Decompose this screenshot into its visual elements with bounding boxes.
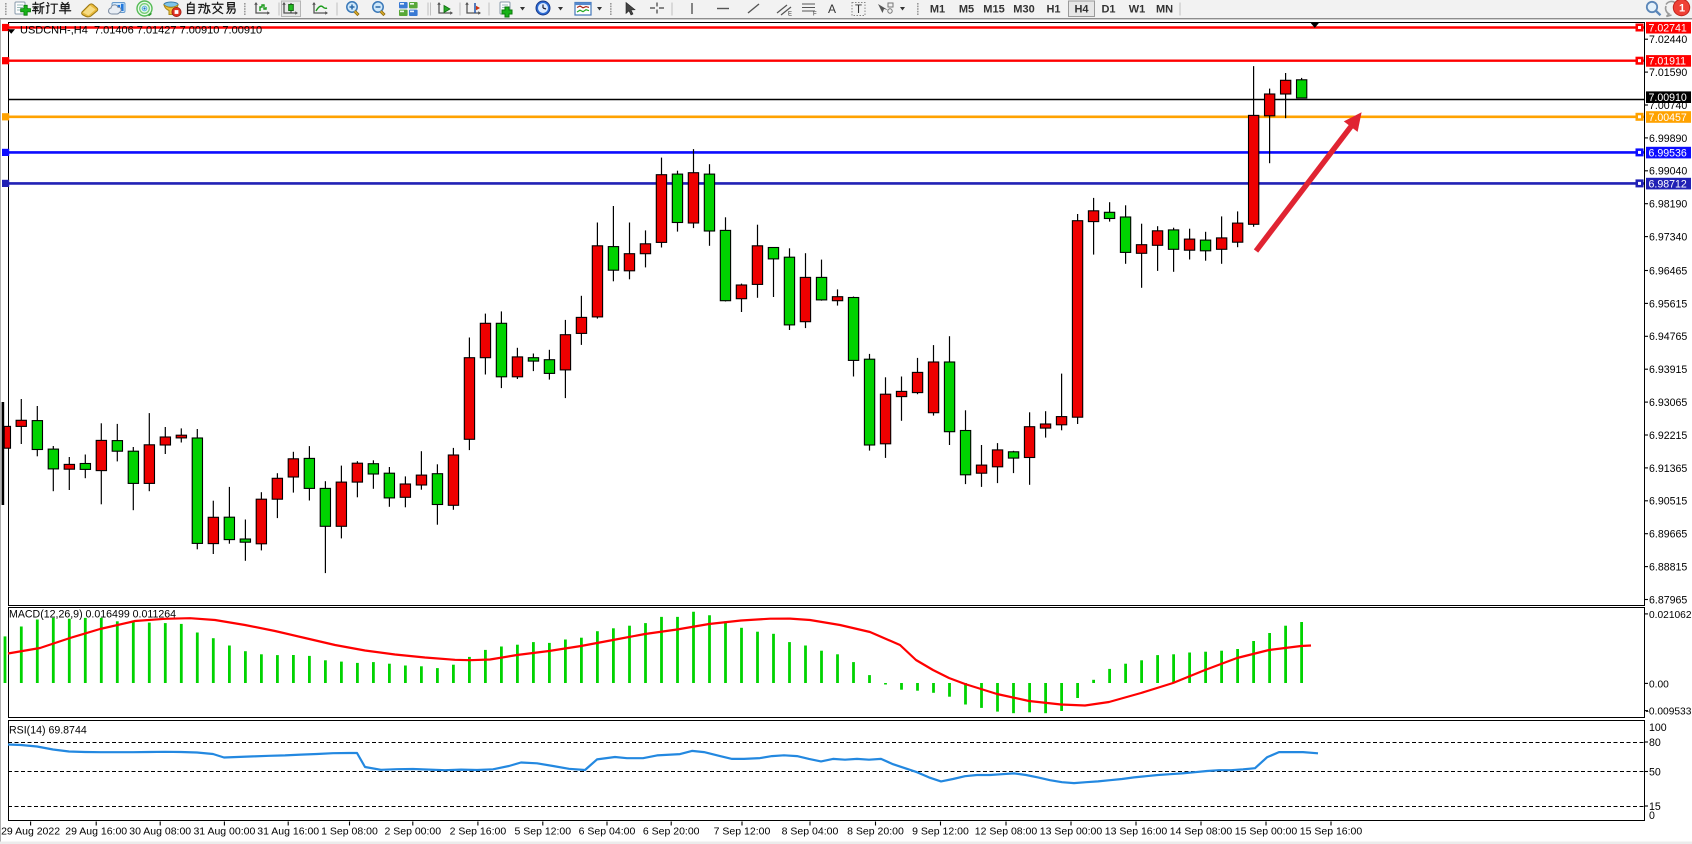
svg-text:6 Sep 04:00: 6 Sep 04:00 bbox=[579, 826, 636, 838]
svg-text:7.00910: 7.00910 bbox=[1649, 92, 1687, 104]
svg-text:6.91365: 6.91365 bbox=[1649, 463, 1687, 475]
svg-text:6.94765: 6.94765 bbox=[1649, 331, 1687, 343]
svg-text:2 Sep 16:00: 2 Sep 16:00 bbox=[450, 826, 507, 838]
svg-text:29 Aug 2022: 29 Aug 2022 bbox=[1, 826, 60, 838]
svg-text:MN: MN bbox=[1156, 4, 1173, 16]
svg-text:6.92215: 6.92215 bbox=[1649, 430, 1687, 442]
svg-text:31 Aug 00:00: 31 Aug 00:00 bbox=[193, 826, 255, 838]
svg-text:1 Sep 08:00: 1 Sep 08:00 bbox=[321, 826, 378, 838]
svg-text:-0.009533: -0.009533 bbox=[1646, 707, 1692, 718]
svg-text:7.02440: 7.02440 bbox=[1649, 34, 1687, 46]
svg-text:80: 80 bbox=[1649, 737, 1661, 749]
svg-text:6.96465: 6.96465 bbox=[1649, 265, 1687, 277]
svg-text:50: 50 bbox=[1649, 766, 1661, 778]
svg-text:15 Sep 16:00: 15 Sep 16:00 bbox=[1300, 826, 1363, 838]
svg-text:F: F bbox=[813, 12, 817, 18]
svg-text:USDCNH-,H4 7.01406 7.01427 7.: USDCNH-,H4 7.01406 7.01427 7.00910 7.009… bbox=[20, 25, 262, 37]
svg-text:6 Sep 20:00: 6 Sep 20:00 bbox=[643, 826, 700, 838]
svg-text:31 Aug 16:00: 31 Aug 16:00 bbox=[257, 826, 319, 838]
svg-text:6.99040: 6.99040 bbox=[1649, 166, 1687, 178]
svg-text:H1: H1 bbox=[1046, 4, 1060, 16]
svg-text:29 Aug 16:00: 29 Aug 16:00 bbox=[65, 826, 127, 838]
svg-text:E: E bbox=[788, 12, 792, 18]
svg-text:T: T bbox=[855, 4, 862, 16]
svg-text:12 Sep 08:00: 12 Sep 08:00 bbox=[975, 826, 1038, 838]
svg-text:7 Sep 12:00: 7 Sep 12:00 bbox=[714, 826, 771, 838]
svg-text:6.95615: 6.95615 bbox=[1649, 298, 1687, 310]
svg-text:6.99890: 6.99890 bbox=[1649, 133, 1687, 145]
svg-text:6.89665: 6.89665 bbox=[1649, 529, 1687, 541]
svg-text:H4: H4 bbox=[1074, 4, 1089, 16]
svg-text:8 Sep 04:00: 8 Sep 04:00 bbox=[782, 826, 839, 838]
svg-text:30 Aug 08:00: 30 Aug 08:00 bbox=[129, 826, 191, 838]
svg-text:6.99536: 6.99536 bbox=[1649, 147, 1687, 159]
svg-text:6.93065: 6.93065 bbox=[1649, 397, 1687, 409]
svg-text:2 Sep 00:00: 2 Sep 00:00 bbox=[384, 826, 441, 838]
svg-text:100: 100 bbox=[1649, 722, 1667, 734]
svg-text:14 Sep 08:00: 14 Sep 08:00 bbox=[1170, 826, 1233, 838]
svg-text:RSI(14) 69.8744: RSI(14) 69.8744 bbox=[9, 725, 87, 737]
svg-text:7.01911: 7.01911 bbox=[1649, 56, 1687, 68]
svg-text:6.93915: 6.93915 bbox=[1649, 364, 1687, 376]
svg-text:0: 0 bbox=[1649, 810, 1655, 822]
svg-text:MACD(12,26,9) 0.016499 0.01126: MACD(12,26,9) 0.016499 0.011264 bbox=[9, 609, 176, 621]
svg-text:M5: M5 bbox=[959, 4, 974, 16]
svg-text:6.90515: 6.90515 bbox=[1649, 496, 1687, 508]
svg-text:6.97340: 6.97340 bbox=[1649, 232, 1687, 244]
svg-text:A: A bbox=[828, 2, 836, 16]
svg-text:M30: M30 bbox=[1013, 4, 1034, 16]
svg-text:5 Sep 12:00: 5 Sep 12:00 bbox=[514, 826, 571, 838]
svg-text:13 Sep 00:00: 13 Sep 00:00 bbox=[1040, 826, 1103, 838]
svg-text:8 Sep 20:00: 8 Sep 20:00 bbox=[847, 826, 904, 838]
svg-text:13 Sep 16:00: 13 Sep 16:00 bbox=[1105, 826, 1168, 838]
svg-text:15 Sep 00:00: 15 Sep 00:00 bbox=[1235, 826, 1298, 838]
svg-text:W1: W1 bbox=[1129, 4, 1146, 16]
svg-text:1: 1 bbox=[1679, 3, 1685, 15]
svg-text:6.87965: 6.87965 bbox=[1649, 594, 1687, 606]
svg-text:7.00457: 7.00457 bbox=[1649, 112, 1687, 124]
svg-text:7.01590: 7.01590 bbox=[1649, 67, 1687, 79]
svg-text:M15: M15 bbox=[983, 4, 1004, 16]
svg-text:7.02741: 7.02741 bbox=[1649, 23, 1687, 35]
svg-text:6.98712: 6.98712 bbox=[1649, 178, 1687, 190]
svg-text:15: 15 bbox=[1649, 801, 1661, 813]
svg-text:6.98190: 6.98190 bbox=[1649, 199, 1687, 211]
svg-text:0.00: 0.00 bbox=[1649, 679, 1669, 690]
svg-text:6.88815: 6.88815 bbox=[1649, 562, 1687, 574]
svg-text:0.021062: 0.021062 bbox=[1649, 610, 1692, 621]
svg-text:M1: M1 bbox=[930, 4, 945, 16]
svg-text:D1: D1 bbox=[1101, 4, 1115, 16]
svg-text:9 Sep 12:00: 9 Sep 12:00 bbox=[912, 826, 969, 838]
